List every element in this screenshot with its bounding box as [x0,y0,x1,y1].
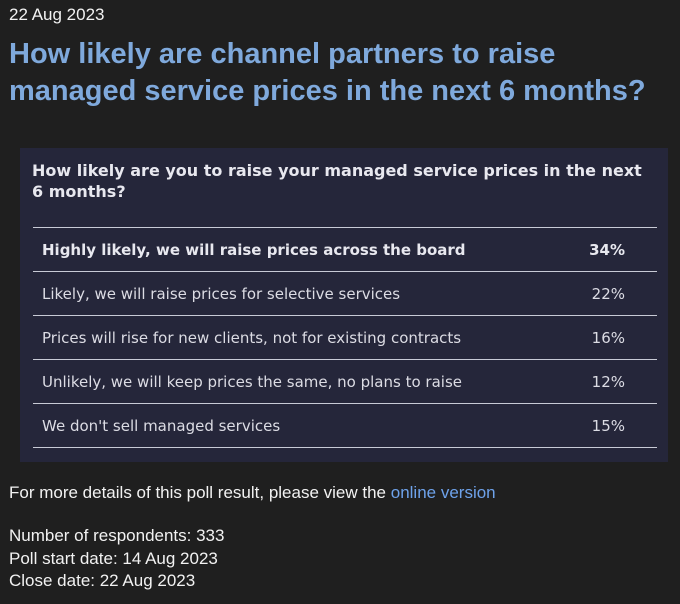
details-text: For more details of this poll result, pl… [9,482,496,503]
poll-row: We don't sell managed services 15% [33,404,657,448]
poll-option-percent: 34% [589,240,625,259]
poll-option-label: Unlikely, we will keep prices the same, … [42,372,462,391]
poll-option-label: We don't sell managed services [42,416,281,435]
poll-option-percent: 12% [591,372,625,391]
page-title: How likely are channel partners to raise… [9,38,646,107]
poll-question: How likely are you to raise your managed… [32,161,642,201]
poll-meta: Number of respondents: 333 Poll start da… [9,525,224,593]
poll-start-date: Poll start date: 14 Aug 2023 [9,548,218,568]
poll-close-date: Close date: 22 Aug 2023 [9,571,196,590]
poll-row: Unlikely, we will keep prices the same, … [33,360,657,404]
poll-card: How likely are you to raise your managed… [20,148,668,462]
poll-option-label: Highly likely, we will raise prices acro… [42,240,466,259]
poll-row: Highly likely, we will raise prices acro… [33,228,657,272]
poll-option-percent: 16% [591,328,625,347]
poll-option-label: Likely, we will raise prices for selecti… [42,284,401,303]
poll-row: Prices will rise for new clients, not fo… [33,316,657,360]
date-label: 22 Aug 2023 [9,5,105,24]
online-version-link[interactable]: online version [390,483,496,502]
respondents-count: Number of respondents: 333 [9,526,225,545]
poll-option-percent: 22% [591,284,625,303]
poll-results-table: Highly likely, we will raise prices acro… [33,227,657,448]
details-prefix: For more details of this poll result, pl… [9,483,391,502]
poll-option-label: Prices will rise for new clients, not fo… [42,328,462,347]
poll-row: Likely, we will raise prices for selecti… [33,272,657,316]
poll-option-percent: 15% [591,416,625,435]
